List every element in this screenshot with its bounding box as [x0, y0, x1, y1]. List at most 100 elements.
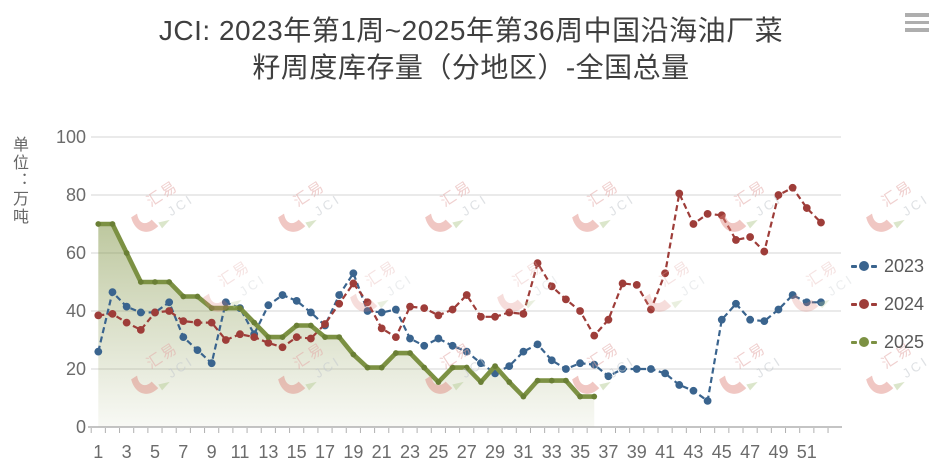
hamburger-menu-icon[interactable] — [905, 13, 929, 33]
data-point-2024-w43[interactable] — [689, 220, 698, 228]
data-point-2023-w1[interactable] — [94, 347, 103, 356]
legend-item-2023[interactable]: 2023 — [851, 253, 924, 279]
data-point-2023-w16[interactable] — [306, 308, 315, 317]
data-point-2023-w13[interactable] — [264, 301, 273, 310]
data-point-2023-w8[interactable] — [193, 346, 202, 355]
data-point-2024-w14[interactable] — [278, 343, 287, 352]
data-point-2025-w25[interactable] — [435, 379, 442, 385]
data-point-2025-w22[interactable] — [392, 350, 399, 356]
data-point-2024-w36[interactable] — [590, 331, 599, 340]
data-point-2024-w18[interactable] — [335, 299, 344, 308]
data-point-2023-w10[interactable] — [221, 298, 230, 307]
data-point-2024-w35[interactable] — [576, 307, 584, 315]
data-point-2025-w17[interactable] — [322, 334, 328, 340]
data-point-2023-w37[interactable] — [604, 372, 613, 381]
data-point-2023-w40[interactable] — [647, 365, 655, 373]
data-point-2023-w39[interactable] — [632, 365, 641, 373]
data-point-2024-w17[interactable] — [321, 320, 329, 328]
data-point-2025-w30[interactable] — [506, 379, 513, 385]
data-point-2023-w44[interactable] — [703, 397, 712, 405]
data-point-2023-w26[interactable] — [448, 341, 457, 350]
data-point-2023-w19[interactable] — [349, 269, 358, 278]
data-point-2023-w9[interactable] — [207, 359, 216, 368]
data-point-2023-w27[interactable] — [462, 347, 471, 356]
data-point-2024-w29[interactable] — [491, 312, 499, 321]
data-point-2023-w4[interactable] — [136, 308, 145, 317]
data-point-2025-w9[interactable] — [208, 305, 215, 311]
data-point-2024-w3[interactable] — [122, 318, 131, 327]
data-point-2024-w8[interactable] — [193, 318, 202, 327]
data-point-2024-w16[interactable] — [306, 334, 315, 343]
data-point-2025-w21[interactable] — [378, 364, 385, 371]
data-point-2024-w27[interactable] — [462, 291, 471, 299]
legend-item-2025[interactable]: 2025 — [851, 329, 924, 355]
data-point-2025-w15[interactable] — [293, 322, 300, 329]
data-point-2024-w37[interactable] — [604, 315, 613, 324]
data-point-2025-w18[interactable] — [336, 334, 343, 340]
data-point-2024-w15[interactable] — [292, 333, 301, 341]
data-point-2023-w2[interactable] — [108, 288, 117, 297]
data-point-2024-w47[interactable] — [746, 233, 755, 241]
data-point-2024-w51[interactable] — [802, 204, 811, 212]
data-point-2023-w45[interactable] — [717, 315, 726, 324]
data-point-2025-w36[interactable] — [591, 393, 598, 400]
data-point-2024-w6[interactable] — [165, 307, 174, 315]
data-point-2024-w30[interactable] — [505, 308, 514, 317]
data-point-2025-w34[interactable] — [563, 377, 569, 384]
data-point-2025-w1[interactable] — [95, 221, 102, 227]
data-point-2023-w30[interactable] — [505, 362, 514, 370]
data-point-2023-w18[interactable] — [335, 291, 344, 299]
data-point-2024-w38[interactable] — [618, 279, 627, 288]
data-point-2023-w47[interactable] — [746, 315, 755, 324]
data-point-2024-w21[interactable] — [377, 324, 386, 333]
data-point-2025-w4[interactable] — [137, 279, 144, 285]
data-point-2024-w52[interactable] — [817, 218, 825, 227]
data-point-2024-w34[interactable] — [562, 295, 570, 304]
data-point-2023-w38[interactable] — [618, 365, 627, 373]
data-point-2023-w3[interactable] — [122, 302, 131, 311]
data-point-2023-w24[interactable] — [420, 341, 429, 350]
data-point-2023-w33[interactable] — [547, 356, 556, 365]
data-point-2025-w27[interactable] — [463, 364, 470, 371]
data-point-2023-w50[interactable] — [788, 291, 797, 299]
data-point-2023-w15[interactable] — [292, 296, 301, 305]
data-point-2024-w46[interactable] — [732, 236, 740, 244]
data-point-2025-w10[interactable] — [222, 305, 229, 311]
data-point-2025-w8[interactable] — [194, 293, 201, 300]
data-point-2025-w5[interactable] — [152, 279, 158, 285]
data-point-2024-w25[interactable] — [434, 311, 443, 320]
data-point-2024-w1[interactable] — [94, 311, 103, 320]
data-point-2024-w33[interactable] — [547, 282, 556, 291]
data-point-2023-w43[interactable] — [689, 386, 698, 395]
data-point-2023-w32[interactable] — [533, 340, 542, 349]
data-point-2025-w2[interactable] — [109, 221, 116, 227]
data-point-2023-w51[interactable] — [802, 298, 811, 307]
data-point-2023-w52[interactable] — [817, 298, 825, 307]
data-point-2025-w13[interactable] — [265, 334, 272, 340]
data-point-2024-w7[interactable] — [179, 317, 188, 326]
legend-item-2024[interactable]: 2024 — [851, 291, 924, 317]
data-point-2023-w7[interactable] — [179, 333, 188, 341]
data-point-2024-w50[interactable] — [788, 183, 797, 192]
data-point-2024-w42[interactable] — [675, 189, 684, 198]
data-point-2024-w2[interactable] — [108, 310, 117, 318]
data-point-2024-w26[interactable] — [448, 305, 457, 314]
data-point-2024-w9[interactable] — [207, 318, 216, 327]
data-point-2025-w20[interactable] — [364, 364, 371, 371]
data-point-2024-w19[interactable] — [349, 279, 358, 288]
data-point-2025-w33[interactable] — [548, 377, 555, 384]
data-point-2025-w19[interactable] — [350, 351, 357, 358]
data-point-2024-w31[interactable] — [519, 310, 528, 318]
data-point-2025-w11[interactable] — [237, 305, 243, 311]
data-point-2024-w13[interactable] — [264, 339, 273, 347]
data-point-2023-w20[interactable] — [363, 307, 372, 315]
data-point-2024-w12[interactable] — [250, 333, 259, 341]
data-point-2025-w7[interactable] — [180, 293, 187, 300]
data-point-2023-w48[interactable] — [760, 317, 769, 326]
data-point-2025-w28[interactable] — [477, 379, 484, 385]
data-point-2023-w6[interactable] — [165, 298, 174, 307]
data-point-2025-w31[interactable] — [520, 393, 527, 400]
data-point-2023-w41[interactable] — [661, 369, 669, 378]
data-point-2024-w20[interactable] — [363, 298, 372, 307]
data-point-2024-w32[interactable] — [533, 259, 542, 268]
